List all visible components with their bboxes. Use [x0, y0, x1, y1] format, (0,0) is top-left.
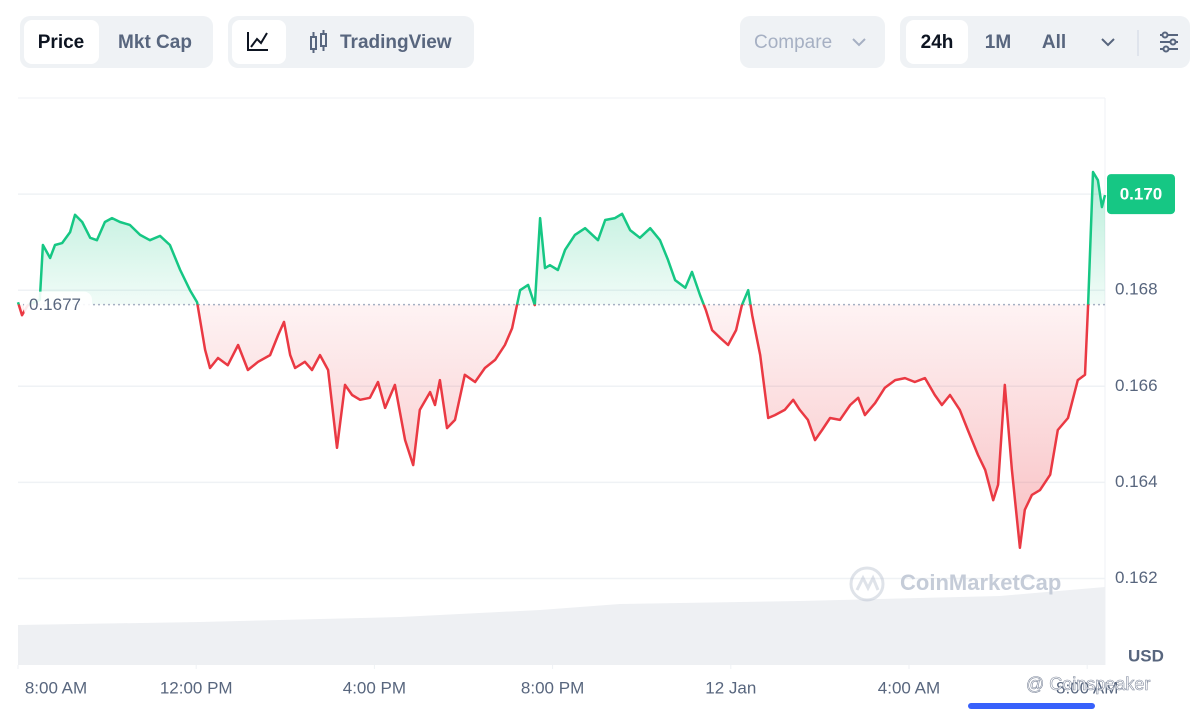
x-tick-label: 8:00 AM	[25, 678, 87, 697]
x-tick-label: 4:00 AM	[878, 678, 940, 697]
range-24h[interactable]: 24h	[921, 32, 954, 53]
credit-watermark: @ Coinspeaker	[1026, 674, 1150, 694]
tab-price[interactable]: Price	[38, 32, 84, 53]
y-tick-label: 0.164	[1115, 472, 1158, 491]
compare-button[interactable]	[740, 16, 885, 68]
y-tick-label: 0.162	[1115, 568, 1158, 587]
current-price-badge	[1107, 174, 1175, 215]
currency-label: USD	[1128, 646, 1164, 665]
y-tick-label: 0.166	[1115, 376, 1158, 395]
x-tick-label: 12:00 PM	[160, 678, 233, 697]
price-line	[16, 170, 1107, 550]
settings-icon[interactable]	[1160, 31, 1178, 53]
x-tick-label: 4:00 PM	[343, 678, 406, 697]
x-tick-label: 8:00 PM	[521, 678, 584, 697]
y-tick-label: 0.168	[1115, 280, 1158, 299]
line-icon	[247, 32, 268, 51]
candle-icon	[310, 30, 327, 53]
tradingview-button[interactable]: TradingView	[340, 32, 452, 53]
x-tick-label: 12 Jan	[705, 678, 756, 697]
compare-label: Compare	[754, 32, 832, 53]
x-tick-label: 8:00 AM	[1056, 678, 1118, 697]
range-group	[900, 16, 1190, 68]
watermark: CoinMarketCap	[900, 570, 1061, 595]
view-group	[228, 16, 474, 68]
baseline-label-bg	[24, 291, 92, 318]
area-fill	[18, 172, 1105, 548]
range-active-bg	[906, 20, 968, 64]
baseline-label: 0.1677	[29, 295, 81, 314]
current-price-label: 0.170	[1120, 185, 1163, 204]
compare-chevron	[852, 38, 866, 47]
range-navigator[interactable]	[968, 703, 1095, 709]
watermark-logo	[849, 566, 885, 602]
range-dropdown[interactable]	[1101, 38, 1115, 47]
tab-mkt-cap[interactable]: Mkt Cap	[118, 32, 192, 53]
plot-layer: 0.1677 0.170	[16, 170, 1175, 550]
volume-area	[18, 587, 1105, 665]
range-1m[interactable]: 1M	[985, 32, 1011, 53]
range-all[interactable]: All	[1042, 32, 1066, 53]
tab-active-bg	[24, 20, 99, 64]
